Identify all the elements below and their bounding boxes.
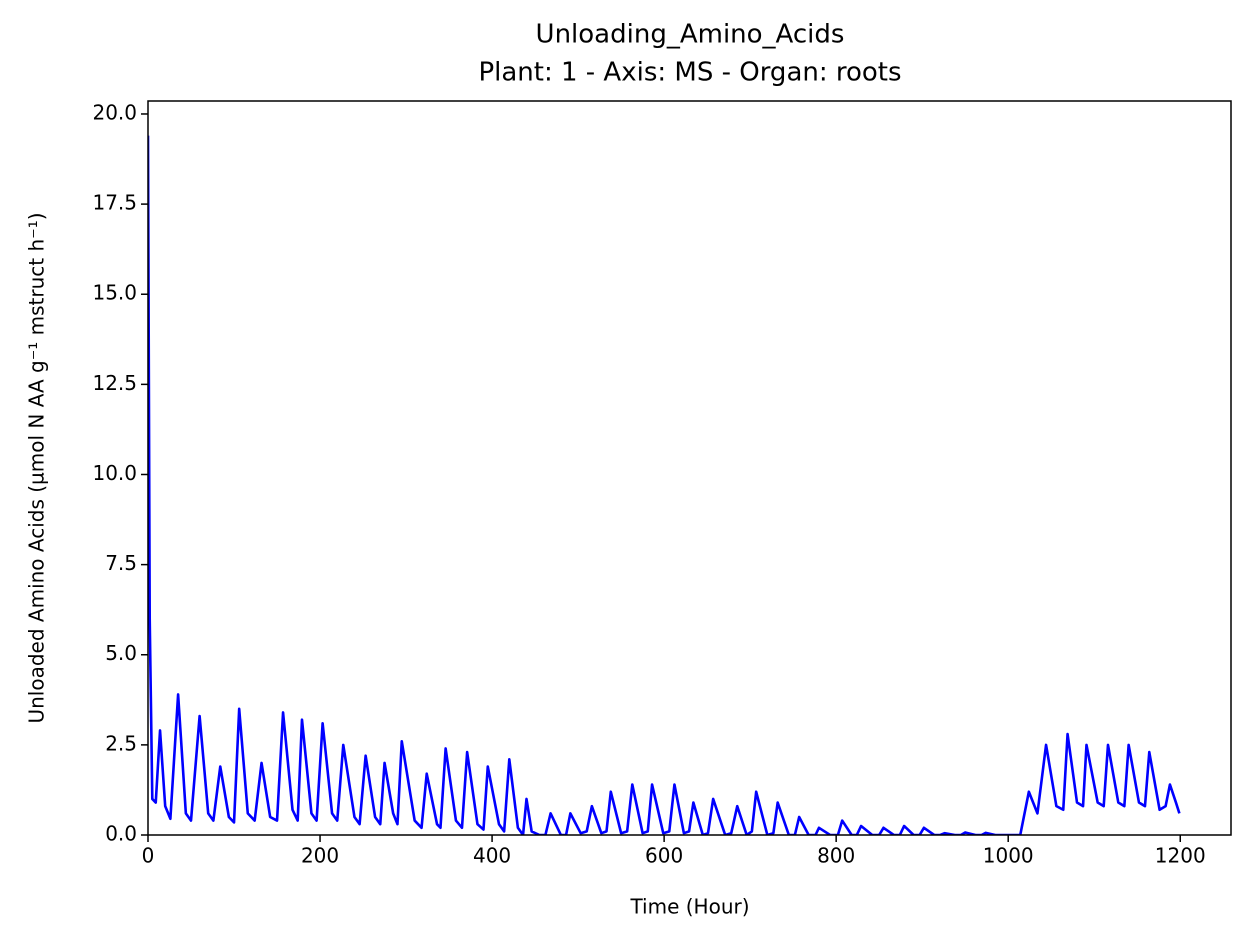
y-tick-label: 15.0 bbox=[92, 281, 137, 305]
y-tick-label: 7.5 bbox=[105, 551, 137, 575]
x-tick-label: 0 bbox=[142, 844, 155, 868]
y-tick-label: 17.5 bbox=[92, 191, 137, 215]
chart-subtitle: Plant: 1 - Axis: MS - Organ: roots bbox=[478, 58, 901, 88]
y-tick-label: 12.5 bbox=[92, 371, 137, 395]
chart-title: Unloading_Amino_Acids bbox=[536, 20, 845, 50]
y-tick-label: 2.5 bbox=[105, 731, 137, 755]
x-tick-label: 200 bbox=[301, 844, 339, 868]
x-tick-label: 1200 bbox=[1155, 844, 1206, 868]
x-tick-label: 1000 bbox=[983, 844, 1034, 868]
y-tick-label: 20.0 bbox=[92, 100, 137, 124]
x-tick-label: 800 bbox=[817, 844, 855, 868]
y-tick-label: 5.0 bbox=[105, 641, 137, 665]
data-line bbox=[148, 135, 1181, 835]
plot-frame bbox=[147, 100, 1232, 836]
y-tick-label: 10.0 bbox=[92, 461, 137, 485]
x-tick-label: 600 bbox=[645, 844, 683, 868]
y-axis-label: Unloaded Amino Acids (µmol N AA g⁻¹ mstr… bbox=[25, 212, 49, 723]
y-tick-label: 0.0 bbox=[105, 822, 137, 846]
x-axis-label: Time (Hour) bbox=[629, 895, 749, 919]
x-tick-label: 400 bbox=[473, 844, 511, 868]
